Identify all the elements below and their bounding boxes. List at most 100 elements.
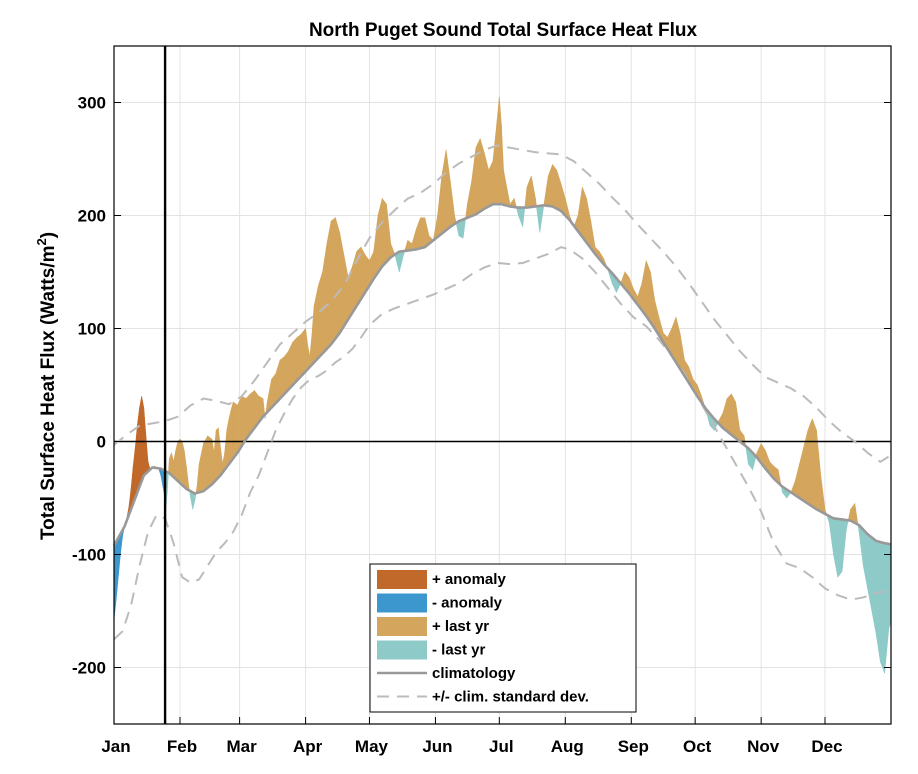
legend-entry: climatology [377, 665, 516, 682]
last-year-negative-area [858, 524, 864, 566]
last-year-positive-area [230, 401, 234, 463]
last-year-positive-area [386, 204, 392, 263]
last-year-positive-area [524, 187, 528, 208]
plot-frame [113, 45, 892, 725]
last-year-positive-area [799, 447, 805, 502]
last-year-positive-area [420, 217, 426, 249]
legend-entry: - last yr [377, 640, 486, 660]
last-year-negative-area [398, 250, 404, 273]
legend-label: + last yr [432, 618, 489, 635]
last-year-positive-area [847, 509, 851, 521]
x-tick-label: Nov [747, 737, 780, 756]
last-year-positive-area [179, 438, 183, 486]
last-year-positive-area [411, 228, 417, 251]
x-tick-label: Oct [683, 737, 712, 756]
last-year-positive-area [313, 285, 319, 364]
last-year-positive-area [181, 441, 185, 488]
legend-entry: + anomaly [377, 570, 506, 589]
x-tick-label: Jun [422, 737, 452, 756]
last-year-positive-area [641, 260, 647, 317]
last-year-positive-area [586, 198, 592, 250]
legend-label: +/- clim. standard dev. [432, 689, 589, 706]
last-year-positive-area [556, 170, 562, 212]
last-year-positive-area [335, 217, 340, 340]
last-year-positive-area [224, 430, 228, 471]
legend-label: - last yr [432, 642, 486, 659]
y-axis-label: Total Surface Heat Flux (Watts/m2) [34, 232, 59, 540]
last-year-positive-area [232, 401, 238, 460]
anomaly-negative-area [115, 536, 119, 600]
last-year-positive-area [309, 334, 313, 368]
last-year-positive-area [275, 360, 281, 404]
last-year-positive-area [296, 333, 302, 382]
last-year-positive-area [499, 96, 502, 205]
last-year-positive-area [183, 450, 187, 490]
last-year-positive-area [415, 217, 421, 250]
last-year-positive-area [381, 197, 387, 268]
last-year-positive-area [173, 450, 177, 480]
last-year-positive-area [343, 254, 349, 328]
last-year-positive-area [526, 175, 532, 208]
y-tick-label: -100 [72, 546, 106, 565]
last-year-negative-area [192, 491, 196, 510]
anomaly-negative-area [160, 468, 164, 487]
last-year-negative-area [875, 540, 881, 662]
last-year-positive-area [816, 430, 822, 513]
last-year-positive-area [503, 170, 506, 206]
last-year-positive-area [441, 149, 447, 235]
last-year-positive-area [475, 138, 481, 215]
last-year-negative-area [166, 471, 169, 493]
last-year-positive-area [467, 181, 472, 219]
last-year-positive-area [722, 398, 728, 432]
last-year-positive-area [543, 175, 549, 207]
last-year-negative-area [522, 207, 526, 227]
last-year-positive-area [237, 396, 243, 454]
last-year-negative-area [884, 542, 890, 674]
last-year-negative-area [539, 204, 545, 233]
last-year-positive-area [650, 271, 656, 330]
last-year-negative-area [518, 207, 524, 227]
last-year-positive-area [377, 198, 383, 274]
last-year-negative-area [841, 519, 847, 572]
y-tick-label: 200 [78, 207, 106, 226]
legend-label: climatology [432, 665, 516, 682]
anomaly-negative-area [117, 533, 121, 578]
x-tick-label: May [355, 737, 389, 756]
x-tick-label: Sep [618, 737, 649, 756]
data-lines [112, 46, 892, 724]
last-year-positive-area [445, 149, 451, 231]
last-year-positive-area [207, 435, 213, 489]
legend-entry: - anomaly [377, 593, 503, 613]
last-year-positive-area [198, 443, 204, 493]
legend-label: + anomaly [432, 571, 506, 588]
last-year-positive-area [479, 138, 485, 213]
axes: -200 -100 0 100 200 300 Jan Feb Mar Apr May Jun Jul A… [72, 45, 892, 756]
last-year-positive-area [196, 464, 200, 494]
last-year-positive-area [645, 260, 651, 324]
legend: + anomaly - anomaly + last yr - last yr clim… [369, 563, 637, 713]
legend-swatch [377, 570, 427, 589]
last-year-positive-area [731, 393, 736, 439]
last-year-positive-area [177, 438, 181, 484]
last-year-positive-area [228, 409, 232, 465]
x-tick-label: Apr [293, 737, 323, 756]
last-year-positive-area [288, 341, 294, 391]
last-year-positive-area [301, 327, 306, 377]
x-tick-label: Mar [226, 737, 257, 756]
last-year-positive-area [484, 153, 489, 210]
last-year-positive-area [505, 181, 511, 207]
y-tick-label: 300 [78, 94, 106, 113]
anomaly-positive-area [141, 396, 145, 482]
x-tick-label: Jan [101, 737, 130, 756]
last-year-positive-area [726, 393, 732, 436]
climatology-line [112, 202, 892, 547]
last-year-positive-area [330, 217, 336, 346]
last-year-positive-area [488, 161, 494, 207]
last-year-positive-area [279, 356, 285, 400]
last-year-positive-area [311, 305, 315, 366]
x-tick-label: Aug [551, 737, 584, 756]
last-year-negative-area [828, 515, 834, 555]
last-year-positive-area [226, 418, 230, 468]
chart-title: North Puget Sound Total Surface Heat Flu… [309, 20, 698, 41]
